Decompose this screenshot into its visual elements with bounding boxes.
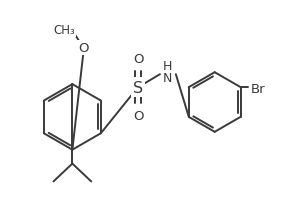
- Text: H
N: H N: [163, 59, 173, 84]
- Text: O: O: [78, 42, 88, 55]
- Text: Br: Br: [251, 82, 265, 95]
- Text: O: O: [133, 110, 143, 123]
- Text: CH₃: CH₃: [53, 24, 75, 37]
- Text: S: S: [133, 80, 143, 95]
- Text: O: O: [133, 53, 143, 66]
